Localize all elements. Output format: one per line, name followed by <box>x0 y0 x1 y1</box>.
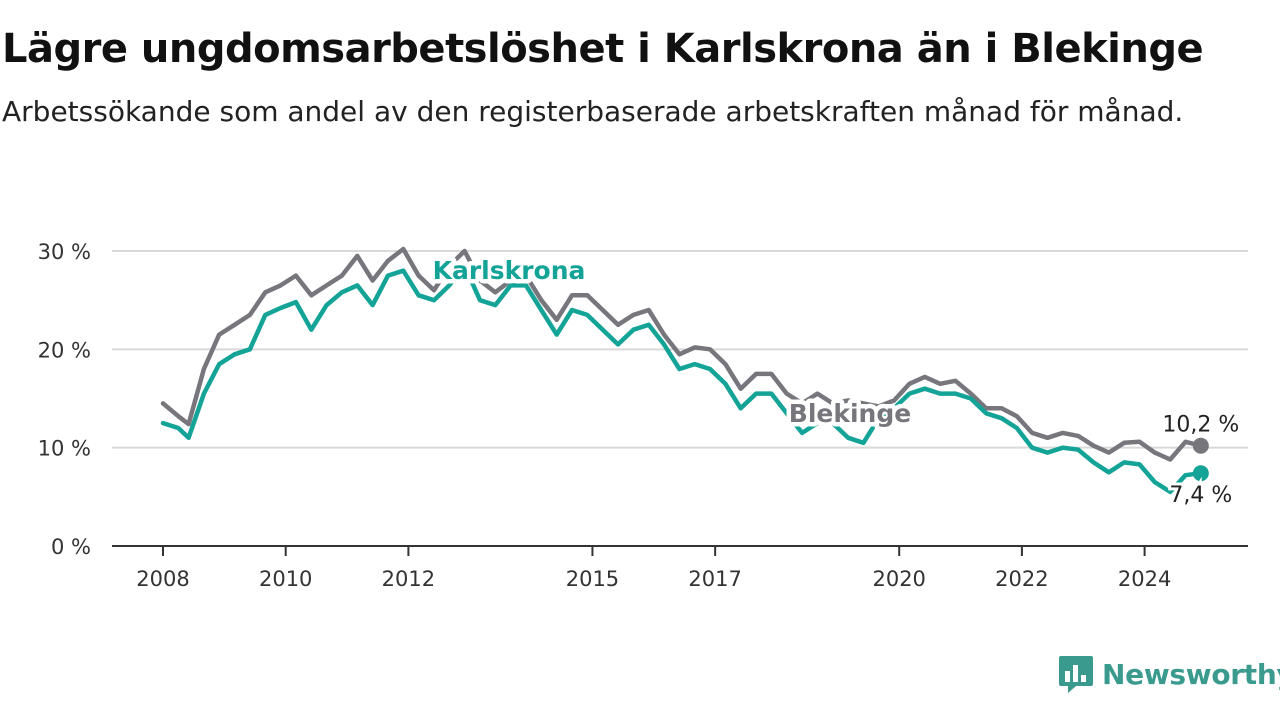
x-tick-label: 2008 <box>136 567 189 591</box>
y-tick-label: 0 % <box>51 535 91 559</box>
series-line-karlskrona <box>160 263 1204 495</box>
x-tick-label: 2024 <box>1118 567 1171 591</box>
x-tick-label: 2020 <box>872 567 925 591</box>
newsworthy-logo: Newsworthy <box>1058 654 1280 694</box>
series-line-blekinge <box>160 246 1204 462</box>
end-point-blekinge <box>1192 437 1209 454</box>
line-chart: 0 % 10 % 20 % 30 % 2008 2010 2012 2015 2017 2020… <box>38 240 1248 591</box>
series-label-karlskrona: Karlskrona <box>433 256 586 285</box>
series-labels: 10,2 % 7,4 % Blekinge Karlskrona <box>428 252 1242 512</box>
y-tick-label: 20 % <box>38 338 91 362</box>
x-tick-label: 2010 <box>259 567 312 591</box>
series-lines <box>160 246 1209 495</box>
chart-subtitle: Arbetssökande som andel av den registerb… <box>2 95 1184 128</box>
x-tick-label: 2022 <box>995 567 1048 591</box>
end-label-karlskrona: 7,4 % <box>1169 483 1232 508</box>
y-axis-ticks: 0 % 10 % 20 % 30 % <box>38 240 91 559</box>
end-point-karlskrona <box>1192 465 1209 482</box>
y-tick-label: 30 % <box>38 240 91 264</box>
y-tick-label: 10 % <box>38 437 91 461</box>
x-tick-label: 2012 <box>382 567 435 591</box>
x-tick-label: 2017 <box>688 567 741 591</box>
x-tick-label: 2015 <box>566 567 619 591</box>
x-axis: 2008 2010 2012 2015 2017 2020 2022 2024 <box>112 545 1248 591</box>
series-label-blekinge: Blekinge <box>789 399 911 428</box>
chart-title: Lägre ungdomsarbetslöshet i Karlskrona ä… <box>2 26 1204 72</box>
brand-name: Newsworthy <box>1102 657 1280 691</box>
newsworthy-logo-icon <box>1059 656 1093 693</box>
end-label-blekinge: 10,2 % <box>1162 413 1239 438</box>
gridlines <box>112 250 1248 449</box>
